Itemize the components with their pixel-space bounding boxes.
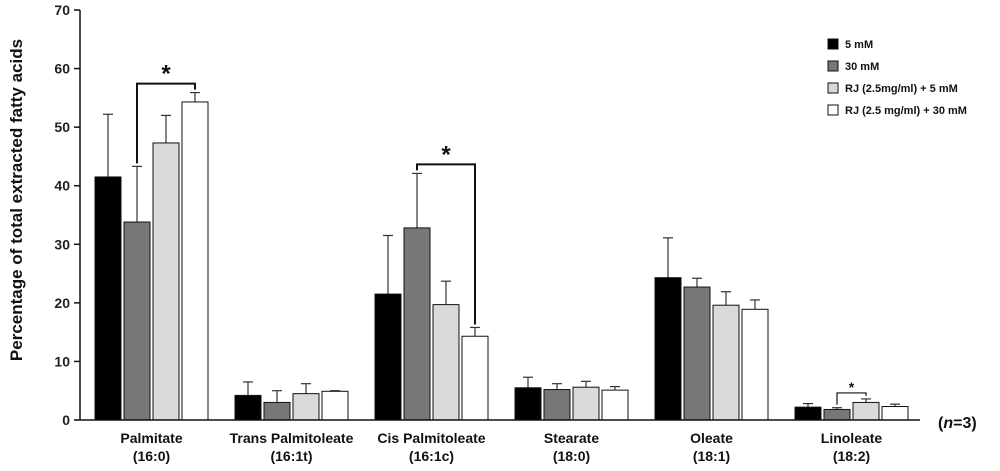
y-tick-label: 50 bbox=[54, 119, 70, 135]
bar bbox=[683, 286, 711, 421]
legend-swatch bbox=[827, 38, 839, 50]
bar bbox=[403, 227, 431, 421]
bar bbox=[123, 221, 151, 421]
bar bbox=[292, 393, 320, 421]
x-category-label: Palmitate bbox=[120, 430, 182, 446]
bar bbox=[461, 335, 489, 421]
bar bbox=[234, 394, 262, 421]
significance-bracket bbox=[136, 82, 196, 164]
legend-swatch bbox=[827, 104, 839, 116]
significance-bracket bbox=[416, 163, 476, 325]
sample-size-note: (n=3) bbox=[938, 415, 977, 432]
significance-star: * bbox=[161, 61, 171, 88]
x-category-label: (16:1t) bbox=[270, 448, 312, 464]
x-category-label: Oleate bbox=[690, 430, 733, 446]
legend-label: RJ (2.5 mg/ml) + 30 mM bbox=[845, 105, 967, 117]
y-tick-label: 0 bbox=[62, 412, 70, 428]
y-tick-label: 70 bbox=[54, 2, 70, 18]
bar bbox=[712, 304, 740, 421]
x-category-label: (18:2) bbox=[833, 448, 870, 464]
significance-markers: * * * bbox=[136, 61, 867, 405]
significance-star: * bbox=[849, 379, 855, 395]
bar bbox=[543, 389, 571, 421]
bar bbox=[374, 293, 402, 421]
bar bbox=[572, 386, 600, 421]
bar bbox=[321, 390, 349, 421]
y-axis-label: Percentage of total extracted fatty acid… bbox=[7, 39, 26, 361]
legend-swatch bbox=[827, 82, 839, 94]
bar bbox=[601, 389, 629, 421]
bar bbox=[852, 401, 880, 421]
x-category-label: (16:0) bbox=[133, 448, 170, 464]
significance-star: * bbox=[441, 141, 451, 168]
x-category-label: (18:0) bbox=[553, 448, 590, 464]
x-category-label: Trans Palmitoleate bbox=[230, 430, 354, 446]
bar bbox=[263, 401, 291, 421]
bar bbox=[94, 176, 122, 421]
significance-bracket bbox=[836, 392, 867, 405]
y-tick-label: 60 bbox=[54, 61, 70, 77]
y-tick-label: 40 bbox=[54, 178, 70, 194]
bar bbox=[881, 406, 909, 421]
bar bbox=[152, 142, 180, 421]
bar bbox=[432, 304, 460, 421]
legend-swatch bbox=[827, 60, 839, 72]
y-tick-label: 20 bbox=[54, 295, 70, 311]
x-category-label: Linoleate bbox=[821, 430, 883, 446]
bar bbox=[794, 406, 822, 421]
legend: 5 mM 30 mM RJ (2.5mg/ml) + 5 mM RJ (2.5 mg/… bbox=[827, 38, 967, 117]
bar bbox=[514, 387, 542, 421]
legend-label: 30 mM bbox=[845, 61, 879, 73]
bar bbox=[741, 308, 769, 421]
bars bbox=[94, 91, 909, 421]
bar bbox=[823, 408, 851, 421]
y-tick-label: 30 bbox=[54, 236, 70, 252]
y-axis: 0 10 20 30 40 50 60 70 bbox=[54, 2, 81, 428]
x-category-label: Cis Palmitoleate bbox=[377, 430, 485, 446]
x-category-label: Stearate bbox=[544, 430, 599, 446]
legend-label: RJ (2.5mg/ml) + 5 mM bbox=[845, 83, 958, 95]
x-category-label: (16:1c) bbox=[409, 448, 454, 464]
y-tick-label: 10 bbox=[54, 353, 70, 369]
x-category-label: (18:1) bbox=[693, 448, 730, 464]
legend-label: 5 mM bbox=[845, 39, 873, 51]
bar bbox=[181, 101, 209, 421]
bar bbox=[654, 277, 682, 421]
x-axis: Palmitate (16:0) Trans Palmitoleate (16:1t)… bbox=[80, 419, 920, 464]
